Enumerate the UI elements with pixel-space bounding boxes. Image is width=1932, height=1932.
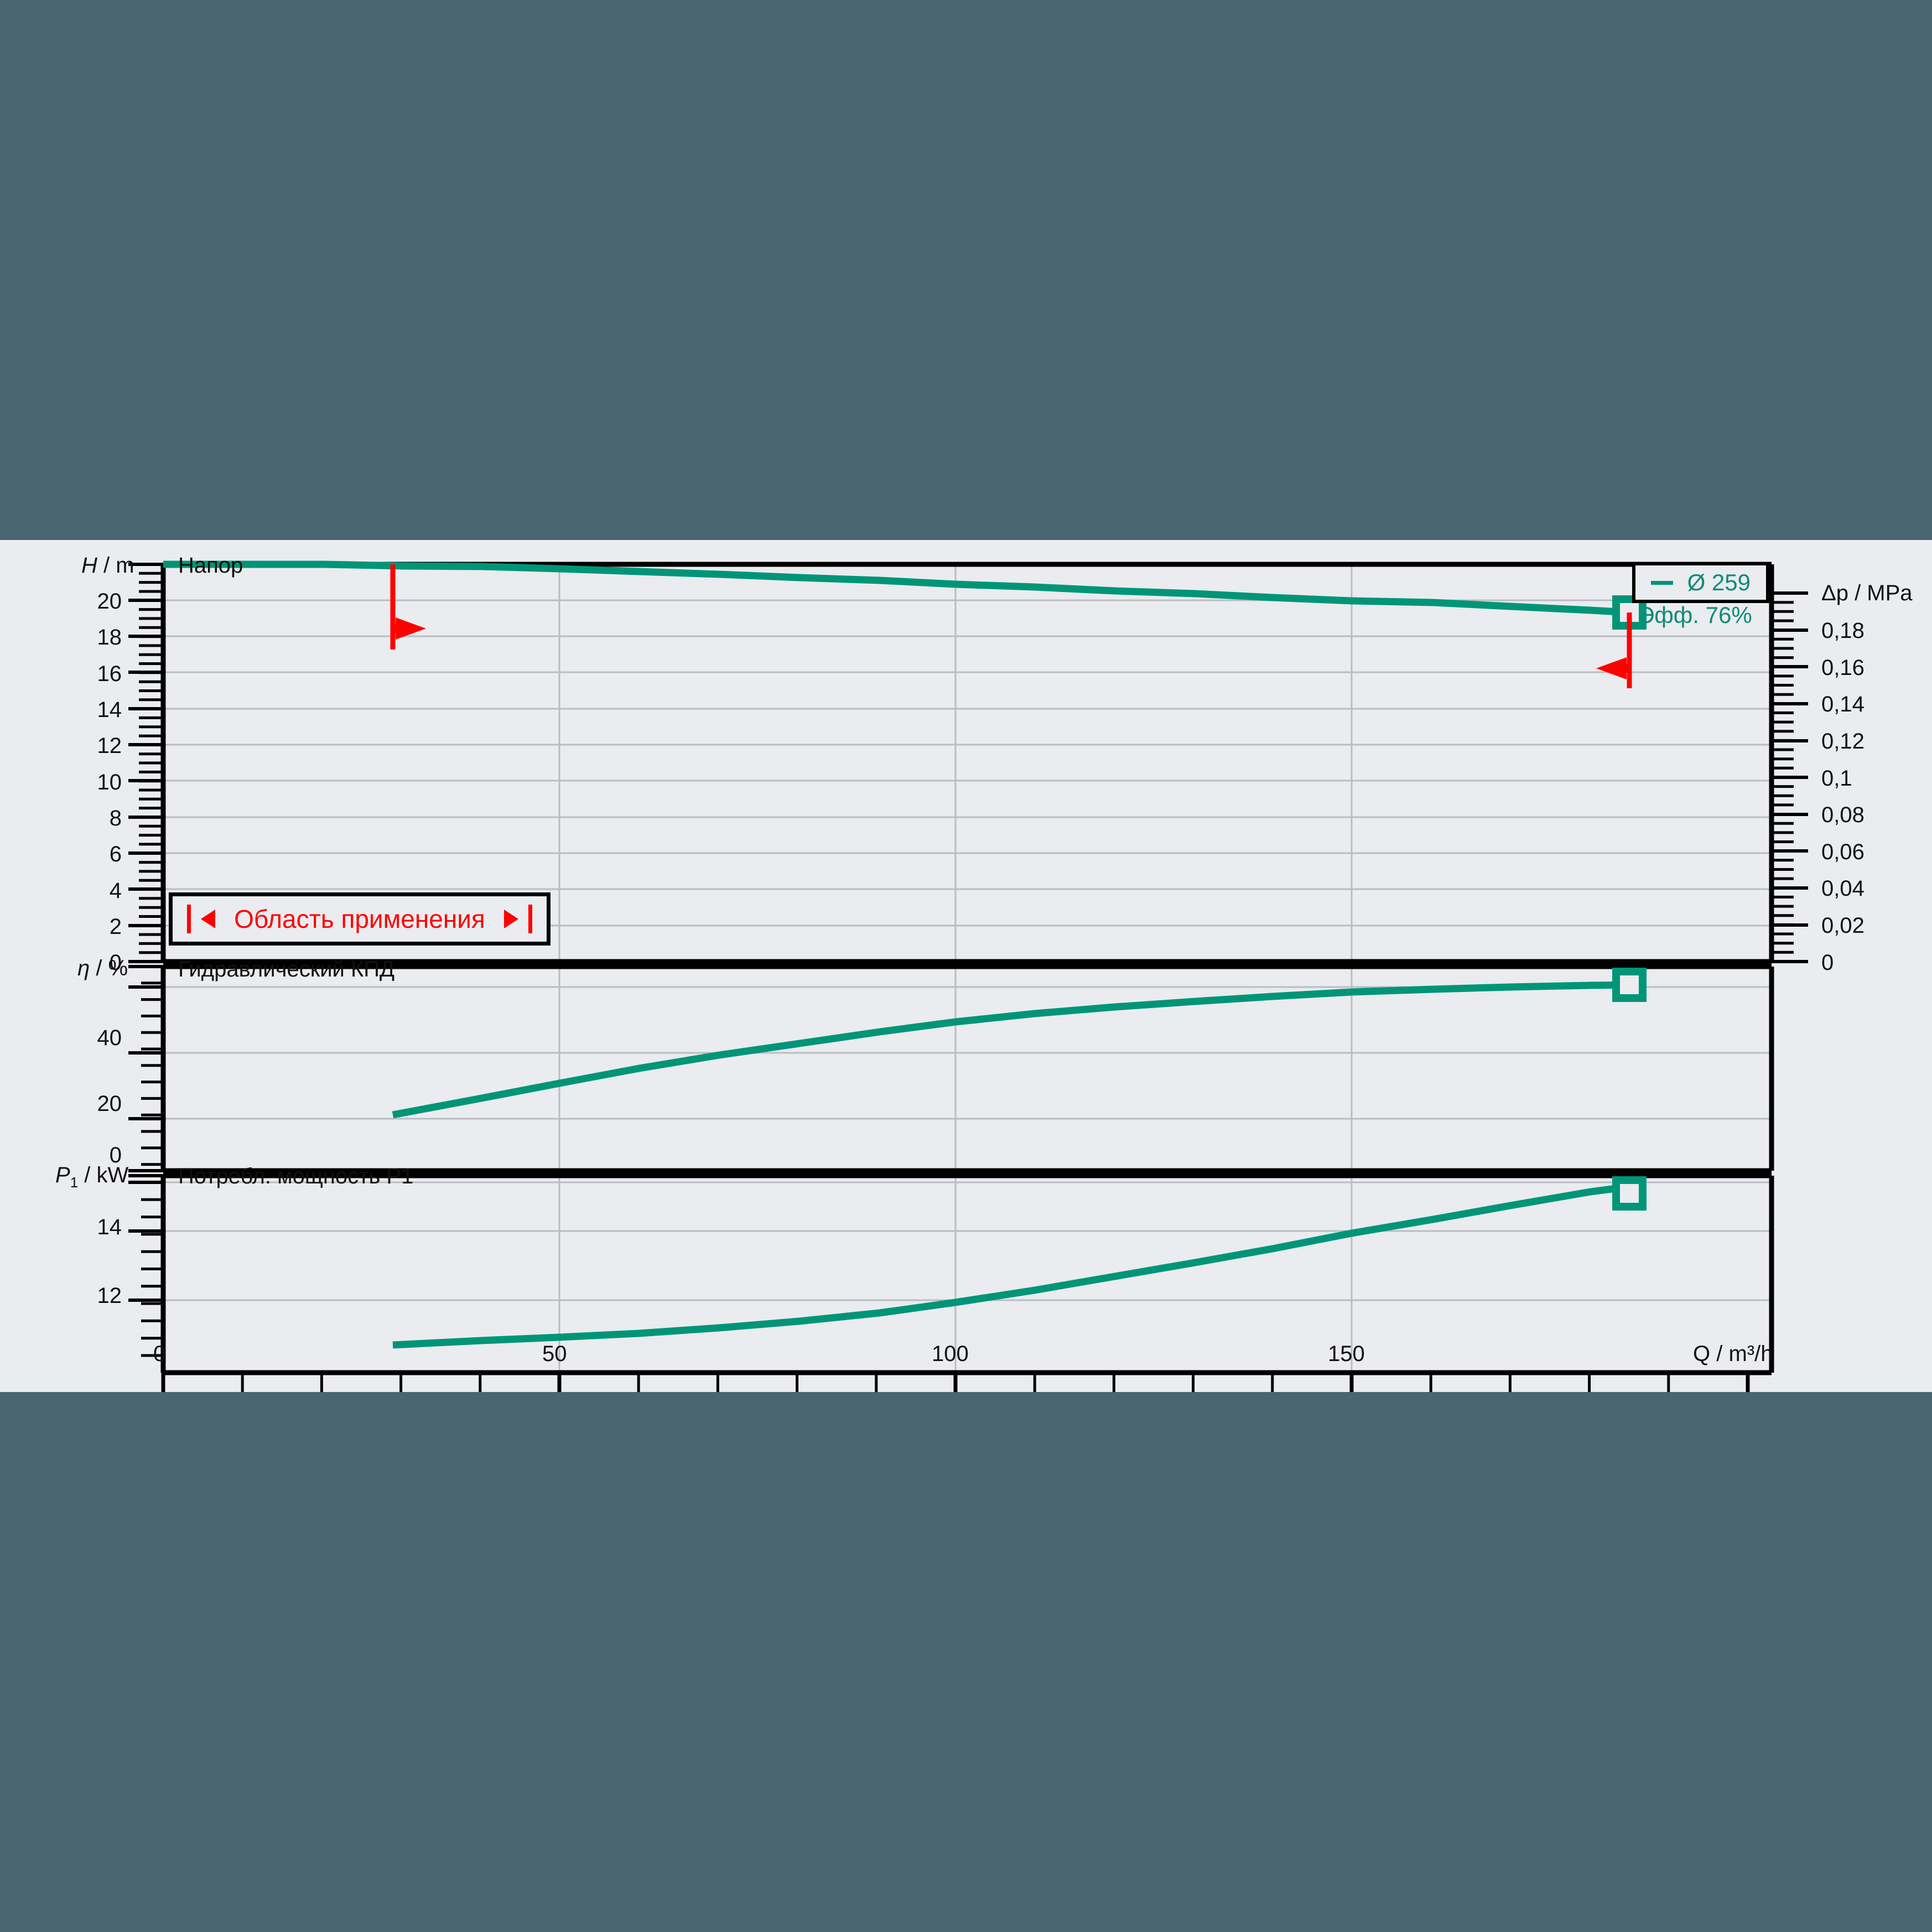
dp-tick-004: 0,04: [1821, 876, 1865, 901]
head-y-axis-label: H / m: [81, 553, 134, 578]
power-panel-graphics: [128, 1173, 1774, 1392]
efficiency-curve: [392, 981, 1630, 1119]
range-left-arrow-icon: [201, 910, 215, 928]
range-right-bar-icon: [528, 905, 532, 933]
dp-tick-008: 0,08: [1821, 803, 1865, 827]
head-panel-graphics: [128, 560, 1808, 964]
pow-tick-14: 14: [97, 1215, 122, 1239]
head-tick-4: 4: [109, 879, 122, 903]
power-curve: [392, 1183, 1630, 1349]
pow-tick-12: 12: [97, 1284, 122, 1308]
head-tick-14: 14: [97, 698, 122, 722]
eff-tick-40: 40: [97, 1026, 122, 1050]
legend-impeller-label: Ø 259: [1687, 569, 1751, 595]
head-curve: [163, 560, 1630, 616]
head-tick-0: 0: [109, 951, 122, 975]
head-tick-8: 8: [109, 806, 122, 830]
dp-tick-0: 0: [1821, 951, 1834, 975]
dp-tick-006: 0,06: [1821, 840, 1865, 864]
head-panel-title: Напор: [178, 553, 243, 578]
power-y-axis-label: P1 / kW: [55, 1163, 129, 1191]
dp-tick-002: 0,02: [1821, 913, 1865, 938]
duty-point-power-marker: [1612, 1176, 1647, 1211]
pump-curve-chart: [128, 560, 1808, 1392]
x-tick-50: 50: [542, 1342, 567, 1366]
range-marker-min: [390, 564, 426, 650]
operating-range-label: Область применения: [234, 905, 485, 933]
head-tick-10: 10: [97, 770, 122, 794]
head-tick-20: 20: [97, 589, 122, 614]
range-marker-max: [1596, 612, 1632, 688]
eff-tick-20: 20: [97, 1092, 122, 1116]
dp-tick-01: 0,1: [1821, 766, 1852, 791]
head-tick-16: 16: [97, 662, 122, 686]
head-tick-2: 2: [109, 915, 122, 939]
x-tick-150: 150: [1328, 1342, 1365, 1366]
eff-tick-0: 0: [109, 1143, 122, 1167]
power-panel-title: Потребл. мощность P1: [178, 1164, 414, 1188]
operating-range-banner[interactable]: Область применения: [169, 892, 550, 946]
dp-tick-014: 0,14: [1821, 692, 1865, 716]
dp-tick-016: 0,16: [1821, 656, 1865, 680]
dp-tick-012: 0,12: [1821, 729, 1865, 754]
head-tick-18: 18: [97, 625, 122, 650]
dp-tick-018: 0,18: [1821, 619, 1865, 643]
impeller-legend[interactable]: Ø 259: [1632, 562, 1769, 603]
head-tick-6: 6: [109, 842, 122, 866]
head-tick-12: 12: [97, 734, 122, 758]
duty-point-efficiency-marker: [1612, 968, 1647, 1002]
efficiency-y-axis-label: η / %: [77, 956, 128, 980]
x-tick-100: 100: [932, 1342, 969, 1366]
x-axis-label: Q / m³/h: [1693, 1342, 1773, 1366]
range-left-bar-icon: [187, 905, 191, 933]
dp-axis-label: Δp / MPa: [1821, 581, 1913, 605]
range-right-arrow-icon: [504, 910, 518, 928]
efficiency-panel-graphics: [128, 964, 1774, 1173]
x-tick-0: 0: [153, 1342, 166, 1366]
legend-line-swatch: [1651, 580, 1673, 585]
efficiency-note: Эфф. 76%: [1638, 602, 1752, 628]
efficiency-panel-title: Гидравлический КПД: [178, 957, 395, 981]
